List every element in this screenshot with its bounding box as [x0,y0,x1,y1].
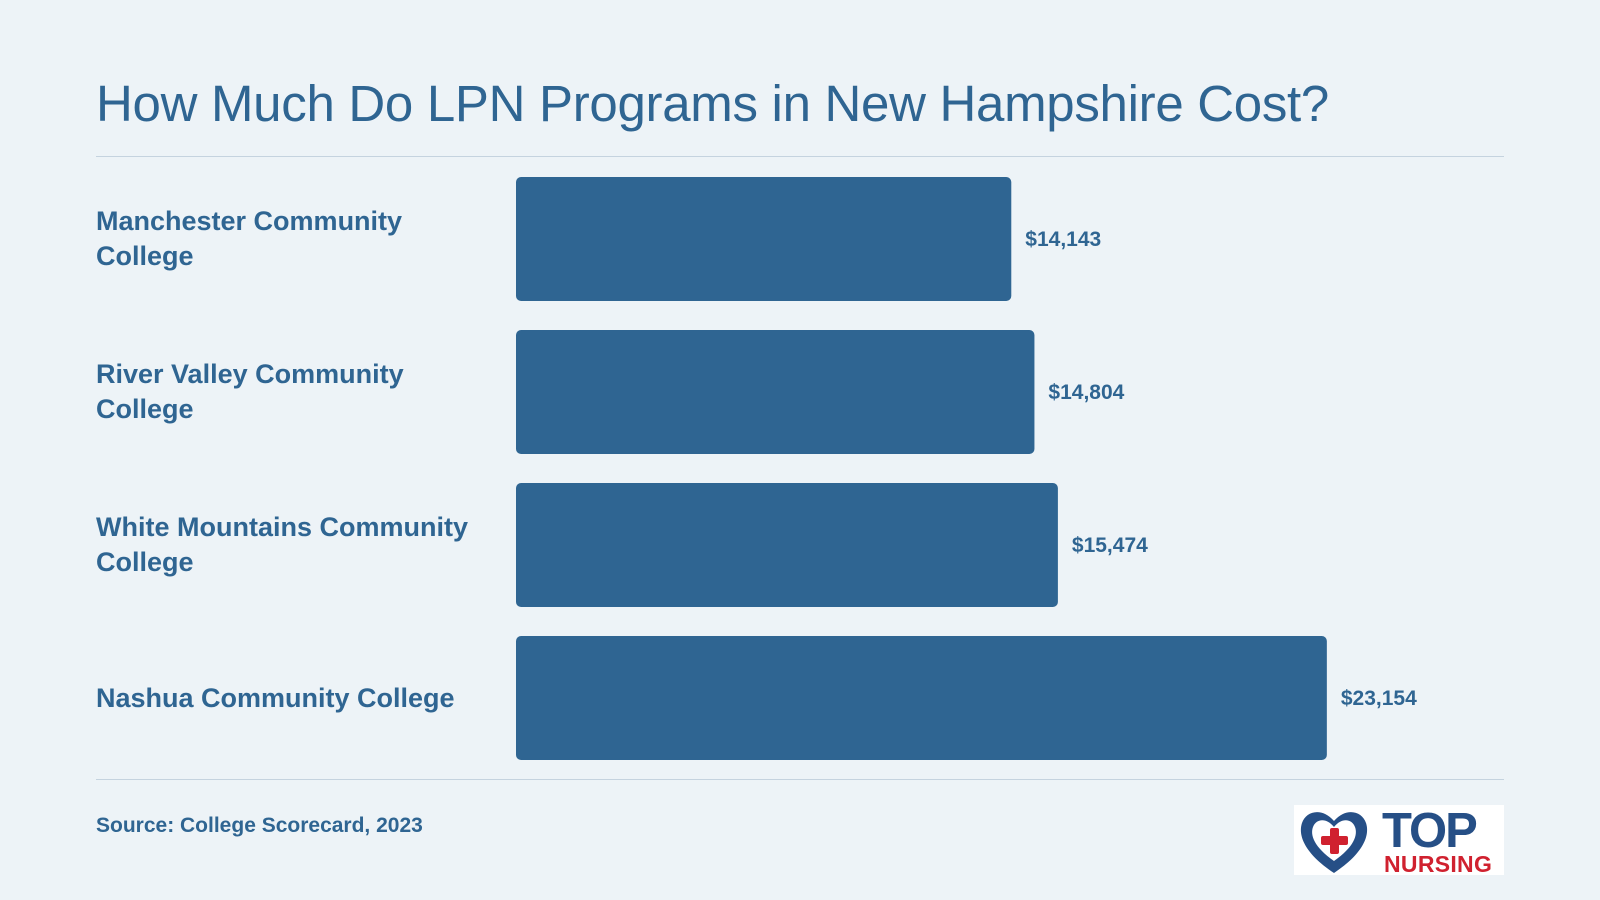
top-divider [96,156,1504,157]
category-label: White Mountains Community College [96,512,468,577]
category-label: River Valley Community College [96,359,404,424]
bar [516,177,1012,301]
bottom-divider [96,779,1504,780]
data-label: $15,474 [1072,534,1148,557]
bar [516,330,1035,454]
bar [516,636,1327,760]
logo-top-text: TOP [1382,805,1478,858]
heart-cross-icon [1300,812,1368,873]
data-label: $14,143 [1025,228,1101,251]
source-note: Source: College Scorecard, 2023 [96,814,423,837]
category-label: Nashua Community College [96,682,455,713]
top-nursing-logo: TOP NURSING [1294,805,1504,875]
chart-title: How Much Do LPN Programs in New Hampshir… [96,75,1329,132]
data-label: $14,804 [1048,381,1124,404]
logo-nursing-text: NURSING [1384,851,1493,875]
data-label: $23,154 [1341,687,1417,710]
category-label: Manchester Community College [96,206,403,271]
bar [516,483,1058,607]
